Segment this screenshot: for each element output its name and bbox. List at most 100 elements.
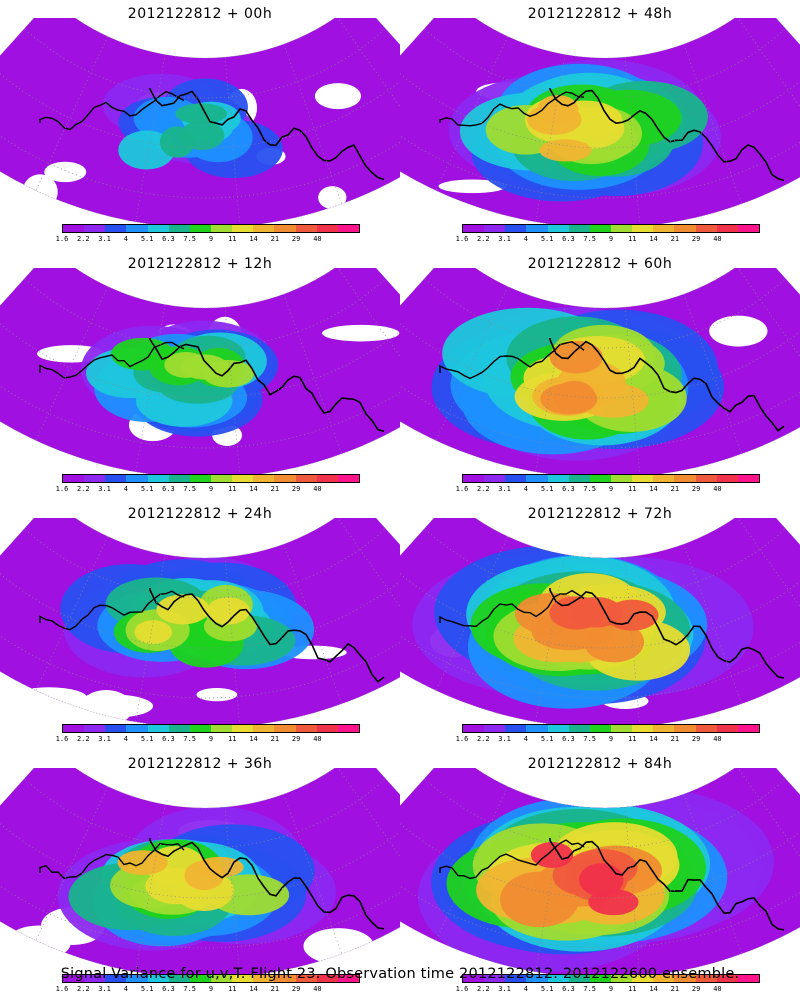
colorbar-swatch — [337, 975, 359, 982]
colorbar-label: 21 — [670, 485, 680, 493]
colorbar-label: 4 — [523, 235, 528, 243]
colorbar — [462, 724, 760, 733]
colorbar-swatch — [274, 975, 296, 982]
colorbar-labels: 1.6 2.2 3.1 4 5.1 6.3 7.5 9 11 14 21 29 40 — [456, 985, 760, 995]
colorbar-swatch — [484, 475, 506, 482]
colorbar-swatch — [126, 475, 148, 482]
colorbar-swatch — [610, 975, 633, 982]
colorbar-label: 29 — [291, 485, 301, 493]
colorbar-swatch — [147, 725, 169, 732]
panel-title: 2012122812 + 36h — [127, 756, 273, 772]
colorbar-label: 9 — [608, 235, 614, 243]
colorbar-label: 5.1 — [540, 985, 554, 993]
colorbar-swatch — [84, 225, 106, 232]
colorbar-label: 7.5 — [183, 735, 197, 743]
colorbar-swatch — [674, 475, 696, 482]
colorbar-label: 21 — [670, 735, 680, 743]
colorbar-swatch — [232, 475, 254, 482]
colorbar-label: 14 — [649, 735, 658, 743]
colorbar-swatch — [253, 475, 275, 482]
colorbar-swatch — [63, 725, 85, 732]
colorbar-swatch — [737, 225, 759, 232]
colorbar-label: 6.3 — [162, 485, 175, 493]
colorbar-swatch — [232, 975, 254, 982]
colorbar-swatch — [168, 475, 190, 482]
colorbar-swatch — [316, 225, 338, 232]
variance-map — [400, 268, 800, 479]
colorbar-swatch — [610, 225, 633, 232]
colorbar — [62, 724, 360, 733]
panel-title: 2012122812 + 24h — [127, 506, 273, 522]
colorbar-label: 4 — [123, 985, 128, 993]
colorbar-swatch — [147, 475, 169, 482]
colorbar-swatch — [547, 475, 569, 482]
colorbar-label: 6.3 — [162, 235, 175, 243]
colorbar-swatch — [168, 725, 190, 732]
colorbar-swatch — [568, 975, 590, 982]
colorbar-swatch — [716, 725, 738, 732]
colorbar-swatch — [653, 975, 675, 982]
colorbar-swatch — [147, 225, 169, 232]
colorbar-swatch — [547, 725, 569, 732]
colorbar-label: 5.1 — [540, 235, 554, 243]
colorbar-label: 1.6 — [55, 235, 69, 243]
colorbar-label: 5.1 — [140, 235, 154, 243]
colorbar-label: 1.6 — [55, 735, 69, 743]
colorbar-swatch — [105, 475, 127, 482]
colorbar-swatch — [253, 975, 275, 982]
colorbar-label: 5.1 — [140, 735, 154, 743]
colorbar-label: 3.1 — [98, 485, 111, 493]
colorbar-label: 11 — [228, 485, 237, 493]
colorbar-labels: 1.6 2.2 3.1 4 5.1 6.3 7.5 9 11 14 21 29 40 — [456, 735, 760, 745]
colorbar-swatch — [589, 225, 611, 232]
colorbar-swatch — [295, 975, 317, 982]
map-panel: 2012122812 + 48h 1.6 2.2 3.1 4 5.1 6.3 7.5 9 11 14… — [400, 0, 800, 250]
colorbar-swatch — [674, 725, 696, 732]
colorbar — [62, 474, 360, 483]
colorbar-swatch — [505, 475, 527, 482]
colorbar-label: 1.6 — [55, 485, 69, 493]
colorbar-swatch — [484, 225, 506, 232]
colorbar-label: 21 — [270, 485, 280, 493]
colorbar-swatch — [695, 975, 717, 982]
colorbar-label: 9 — [208, 735, 214, 743]
colorbar-swatch — [210, 975, 233, 982]
colorbar-swatch — [526, 225, 548, 232]
colorbar-swatch — [232, 225, 254, 232]
colorbar-labels: 1.6 2.2 3.1 4 5.1 6.3 7.5 9 11 14 21 29 40 — [456, 485, 760, 495]
colorbar-swatch — [653, 225, 675, 232]
colorbar-swatch — [147, 975, 169, 982]
colorbar-label: 6.3 — [562, 485, 575, 493]
colorbar-label: 3.1 — [498, 235, 511, 243]
colorbar-label: 6.3 — [162, 735, 175, 743]
colorbar-swatch — [168, 225, 190, 232]
variance-map — [0, 18, 400, 229]
colorbar-label: 29 — [291, 985, 301, 993]
colorbar-label: 3.1 — [98, 235, 111, 243]
colorbar-swatch — [189, 475, 211, 482]
colorbar-swatch — [126, 225, 148, 232]
colorbar-swatch — [463, 975, 485, 982]
map-panel: 2012122812 + 60h 1.6 2.2 3.1 4 5.1 6.3 7.5 9 11 14… — [400, 250, 800, 500]
colorbar-swatch — [295, 725, 317, 732]
colorbar-label: 2.2 — [76, 235, 90, 243]
colorbar-swatch — [695, 475, 717, 482]
colorbar-swatch — [526, 475, 548, 482]
colorbar-label: 21 — [670, 985, 680, 993]
colorbar-swatch — [674, 225, 696, 232]
colorbar-swatch — [316, 475, 338, 482]
colorbar-label: 14 — [249, 735, 258, 743]
colorbar-swatch — [547, 225, 569, 232]
colorbar-swatch — [105, 225, 127, 232]
colorbar-label: 3.1 — [98, 985, 111, 993]
colorbar-label: 3.1 — [98, 735, 111, 743]
colorbar-label: 29 — [691, 485, 701, 493]
colorbar-label: 11 — [628, 985, 637, 993]
colorbar-label: 2.2 — [476, 735, 490, 743]
colorbar-label: 14 — [249, 985, 258, 993]
colorbar-swatch — [632, 725, 654, 732]
colorbar-label: 2.2 — [476, 485, 490, 493]
colorbar-swatch — [632, 975, 654, 982]
colorbar-swatch — [716, 475, 738, 482]
colorbar-swatch — [695, 725, 717, 732]
